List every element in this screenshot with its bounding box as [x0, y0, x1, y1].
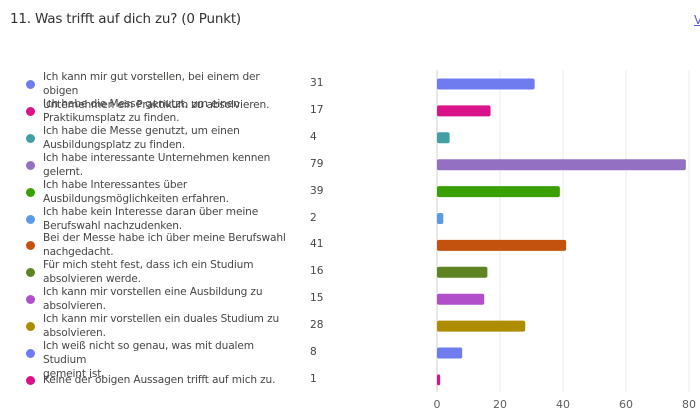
legend-dot-icon [26, 106, 35, 116]
legend-count: 28 [310, 319, 324, 332]
bar[interactable] [437, 374, 441, 386]
bar[interactable] [437, 320, 526, 332]
question-title: 11. Was trifft auf dich zu? (0 Punkt) [10, 11, 241, 27]
legend-dot-icon [26, 133, 35, 143]
legend-count: 17 [310, 103, 324, 116]
bar[interactable] [437, 186, 560, 198]
legend-count: 79 [310, 157, 324, 170]
x-tick-label: 60 [619, 398, 633, 411]
legend-label: Ich habe die Messe genutzt, um einen Ausb… [43, 124, 240, 151]
legend-dot-icon [26, 241, 35, 251]
bar[interactable] [437, 239, 567, 251]
bar[interactable] [437, 105, 491, 117]
x-tick-label: 40 [556, 398, 570, 411]
legend-item: Ich weiß nicht so genau, was mit dualem … [0, 339, 340, 380]
legend-item: Ich habe die Messe genutzt, um einen Prak… [0, 97, 340, 125]
legend-item: Keine der obigen Aussagen trifft auf mic… [0, 366, 340, 394]
legend-count: 31 [310, 77, 324, 89]
legend-label: Bei der Messe habe ich über meine Berufs… [43, 232, 286, 259]
legend-count: 2 [310, 211, 317, 224]
legend-dot-icon [26, 214, 35, 224]
legend-label: Ich habe die Messe genutzt, um einen Prak… [43, 97, 240, 124]
legend-dot-icon [26, 80, 35, 89]
bar[interactable] [437, 293, 485, 305]
bar[interactable] [437, 347, 463, 359]
bar[interactable] [437, 213, 444, 224]
legend-dot-icon [26, 375, 35, 385]
legend-dot-icon [26, 268, 35, 278]
bar[interactable] [437, 159, 686, 171]
bar[interactable] [437, 132, 450, 144]
legend-label: Ich weiß nicht so genau, was mit dualem … [43, 340, 254, 380]
bar[interactable] [437, 78, 535, 90]
legend-item: Für mich steht fest, dass ich ein Studiu… [0, 258, 340, 286]
legend-item: Ich kann mir gut vorstellen, bei einem d… [0, 70, 340, 111]
legend-item: Ich habe interessante Unternehmen kennen… [0, 151, 340, 179]
legend-count: 39 [310, 184, 324, 197]
legend-dot-icon [26, 160, 35, 170]
more-details-link[interactable]: V [694, 13, 700, 27]
legend-dot-icon [26, 295, 35, 305]
legend-dot-icon [26, 322, 35, 332]
legend-count: 16 [310, 265, 324, 278]
legend-label: Ich kann mir vorstellen ein duales Studi… [43, 313, 280, 340]
legend-label: Ich kann mir vorstellen eine Ausbildung … [43, 286, 263, 313]
legend-item: Ich habe Interessantes über Ausbildungsmö… [0, 178, 340, 206]
legend-count: 4 [310, 130, 317, 143]
legend-dot-icon [26, 349, 35, 358]
legend-item: Ich kann mir vorstellen eine Ausbildung … [0, 285, 340, 313]
x-tick-label: 80 [682, 398, 696, 411]
legend-item: Ich kann mir vorstellen ein duales Studi… [0, 312, 340, 340]
x-tick-label: 20 [493, 398, 507, 411]
legend-item: Bei der Messe habe ich über meine Berufs… [0, 231, 340, 259]
legend-count: 15 [310, 292, 324, 305]
legend-dot-icon [26, 187, 35, 197]
x-tick-label: 0 [434, 398, 441, 411]
legend-label: Für mich steht fest, dass ich ein Studiu… [43, 259, 254, 286]
legend-label: Keine der obigen Aussagen trifft auf mic… [43, 373, 276, 386]
legend-count: 8 [310, 346, 317, 358]
legend-item: Ich habe die Messe genutzt, um einen Ausb… [0, 124, 340, 152]
legend-label: Ich kann mir gut vorstellen, bei einem d… [43, 71, 270, 111]
legend-label: Ich habe Interessantes über Ausbildungsmö… [43, 178, 229, 205]
bar[interactable] [437, 266, 488, 278]
legend-item: Ich habe kein Interesse daran über meine… [0, 205, 340, 233]
legend-count: 1 [310, 372, 317, 385]
legend-label: Ich habe kein Interesse daran über meine… [43, 205, 259, 232]
legend-count: 41 [310, 238, 324, 251]
legend-label: Ich habe interessante Unternehmen kennen… [43, 151, 271, 178]
